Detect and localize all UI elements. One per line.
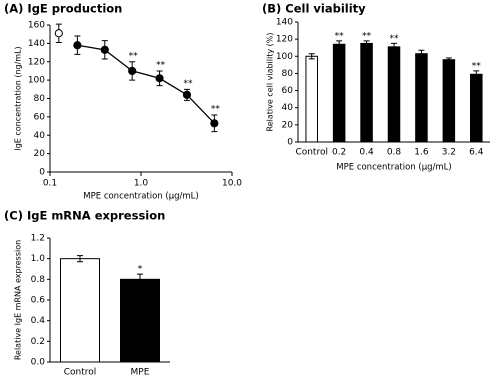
data-point: [155, 74, 164, 83]
x-axis-label: MPE concentration (μg/mL): [336, 163, 451, 173]
bar: [470, 73, 483, 143]
x-tick-label: Control: [295, 148, 328, 158]
x-tick-label: 6.4: [469, 148, 484, 158]
error-bar: [308, 53, 315, 60]
y-tick-label: 0.6: [31, 296, 46, 306]
y-tick-label: 120: [276, 35, 293, 45]
y-tick-label: 20: [34, 149, 46, 159]
x-tick-label: 1.0: [134, 179, 149, 189]
error-bar: [418, 49, 425, 58]
y-tick-label: 0: [287, 138, 293, 148]
y-axis-label: IgE concentration (ng/mL): [14, 46, 23, 150]
significance-label: **: [183, 79, 193, 89]
data-point: [128, 66, 137, 76]
x-tick-label: 0.2: [332, 148, 346, 158]
y-tick-label: 1.0: [31, 254, 46, 264]
error-bar: [391, 42, 397, 51]
y-tick-label: 80: [282, 69, 294, 79]
significance-label: **: [156, 60, 166, 70]
significance-label: *: [138, 265, 143, 275]
y-tick-label: 60: [34, 112, 46, 122]
y-tick-label: 100: [276, 52, 293, 62]
y-tick-label: 160: [28, 21, 45, 31]
chart-title: (B) Cell viability: [262, 2, 366, 16]
x-tick-label: Control: [64, 368, 97, 378]
data-point: [73, 41, 82, 50]
bar: [305, 55, 318, 143]
x-tick-label: 0.1: [43, 179, 57, 189]
bar: [415, 53, 428, 143]
series-line: [77, 44, 215, 124]
error-bar: [363, 40, 370, 47]
y-tick-label: 40: [34, 131, 46, 141]
bar: [387, 46, 401, 143]
significance-label: **: [362, 31, 372, 41]
data-point: [210, 119, 219, 128]
bar: [120, 278, 160, 363]
data-point: [54, 29, 63, 38]
x-tick-label: MPE: [131, 368, 150, 378]
chart-title: (C) IgE mRNA expression: [4, 209, 165, 223]
significance-label: **: [335, 31, 345, 41]
significance-label: **: [390, 34, 400, 44]
x-tick-label: 0.4: [359, 148, 374, 158]
x-tick-label: 0.8: [387, 148, 402, 158]
significance-label: **: [211, 105, 221, 115]
significance-label: **: [472, 61, 482, 71]
error-bar: [445, 57, 452, 62]
y-tick-label: 0: [39, 168, 45, 178]
bar: [332, 43, 346, 143]
data-point: [100, 45, 109, 54]
y-tick-label: 140: [28, 39, 45, 49]
y-tick-label: 0.8: [31, 275, 46, 285]
y-tick-label: 0.4: [31, 316, 46, 326]
y-axis-label: Relative cell viability (%): [266, 33, 275, 132]
error-bar: [473, 70, 480, 79]
x-tick-label: 10.0: [222, 179, 242, 189]
y-tick-label: 0.2: [31, 337, 45, 347]
significance-label: **: [129, 51, 139, 61]
y-tick-label: 120: [28, 57, 45, 67]
y-tick-label: 80: [34, 94, 46, 104]
x-axis-label: MPE concentration (μg/mL): [83, 192, 198, 202]
y-tick-label: 40: [282, 103, 294, 113]
error-bar: [77, 255, 83, 263]
bar: [442, 59, 456, 143]
x-tick-label: 3.2: [442, 148, 456, 158]
error-bar: [336, 40, 343, 49]
bar: [360, 42, 373, 143]
y-tick-label: 1.2: [31, 234, 45, 244]
data-point: [182, 90, 192, 99]
x-tick-label: 1.6: [414, 148, 429, 158]
bar: [60, 258, 100, 363]
error-bar: [137, 273, 143, 285]
y-tick-label: 60: [282, 86, 294, 96]
chart-title: (A) IgE production: [4, 2, 122, 16]
y-axis-label: Relative IgE mRNA expression: [14, 240, 23, 360]
y-tick-label: 0.0: [31, 358, 46, 368]
y-tick-label: 100: [28, 76, 45, 86]
y-tick-label: 140: [276, 18, 293, 28]
y-tick-label: 20: [282, 120, 294, 130]
